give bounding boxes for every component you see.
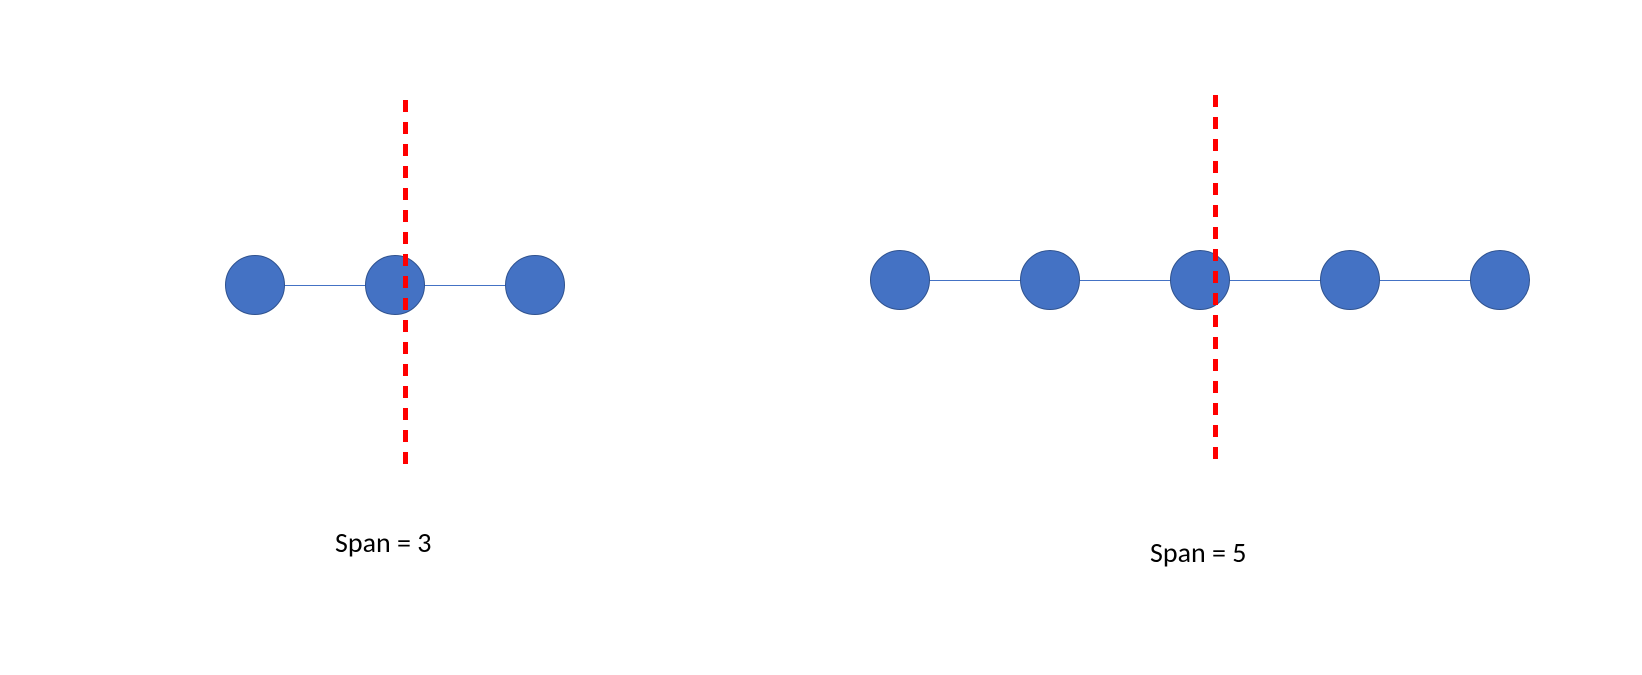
diagram-span5: Span = 5 xyxy=(870,250,1530,310)
center-dashed-line xyxy=(1213,95,1218,465)
nodes-row xyxy=(225,255,565,315)
node xyxy=(1170,250,1230,310)
span-label: Span = 3 xyxy=(335,525,432,560)
node xyxy=(1020,250,1080,310)
nodes-row xyxy=(870,250,1530,310)
span-label: Span = 5 xyxy=(1150,535,1247,570)
node xyxy=(1470,250,1530,310)
node xyxy=(225,255,285,315)
diagram-span3: Span = 3 xyxy=(225,255,565,315)
node xyxy=(505,255,565,315)
node xyxy=(1320,250,1380,310)
center-dashed-line xyxy=(403,100,408,470)
node xyxy=(365,255,425,315)
node xyxy=(870,250,930,310)
